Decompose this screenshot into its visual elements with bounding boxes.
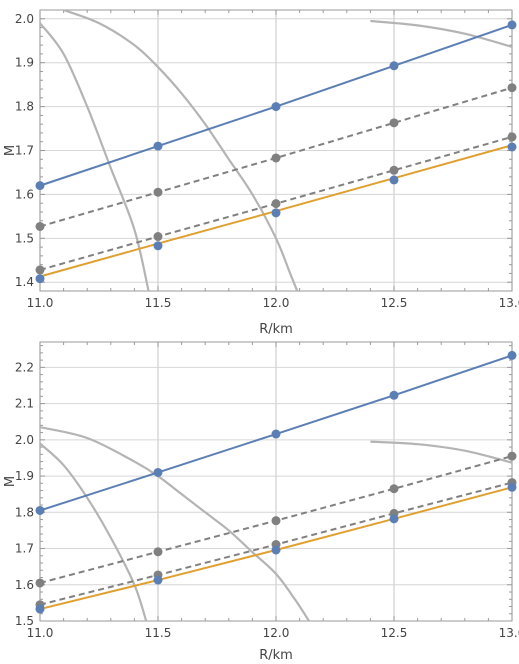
series-2-point xyxy=(35,221,45,231)
y-axis-label: M xyxy=(3,476,18,487)
constraint-curve-1 xyxy=(40,22,150,291)
series-1-point xyxy=(153,141,163,151)
series-1-point xyxy=(507,350,517,360)
series-1-point xyxy=(389,390,399,400)
series-1-point xyxy=(35,505,45,515)
constraint-curve-2 xyxy=(63,10,299,291)
series-2-point xyxy=(271,153,281,163)
x-tick-label: 12.5 xyxy=(381,626,408,640)
y-tick-label: 1.5 xyxy=(15,614,34,628)
y-tick-label: 1.7 xyxy=(15,542,34,556)
series-5-point xyxy=(35,274,45,284)
y-tick-label: 1.9 xyxy=(15,56,34,70)
series-1-point xyxy=(389,61,399,71)
y-tick-label: 2.2 xyxy=(15,360,34,374)
series-2-point xyxy=(507,83,517,93)
series-5-point xyxy=(153,575,163,585)
series-2-point xyxy=(35,578,45,588)
series-2-point xyxy=(153,187,163,197)
series-3-point xyxy=(507,132,517,142)
chart-panel-top: 11.0 11.5 12.0 12.5 13.0 1.4 1.5 1.6 1.7 1.8 1.9 2.… xyxy=(3,9,519,337)
x-tick-label: 12.0 xyxy=(263,626,290,640)
series-2-point xyxy=(389,118,399,128)
y-tick-label: 1.7 xyxy=(15,144,34,158)
y-tick-label: 1.9 xyxy=(15,469,34,483)
constraint-curve-1 xyxy=(40,442,148,621)
constraint-curves xyxy=(40,10,512,291)
y-tick-label: 1.8 xyxy=(15,505,34,519)
series-1-point xyxy=(507,20,517,30)
series-1-point xyxy=(271,429,281,439)
series-1-point xyxy=(35,181,45,191)
y-tick-label: 1.8 xyxy=(15,100,34,114)
constraint-curve-3 xyxy=(370,19,512,48)
x-tick-label: 13.0 xyxy=(499,296,519,310)
x-axis-label: R/km xyxy=(259,322,293,337)
y-tick-label: 1.6 xyxy=(15,187,34,201)
y-axis-label: M xyxy=(3,145,18,156)
series-1-point xyxy=(271,102,281,112)
x-tick-label: 11.0 xyxy=(27,296,54,310)
y-tick-label: 1.5 xyxy=(15,231,34,245)
x-tick-label: 11.0 xyxy=(27,626,54,640)
constraint-curve-3 xyxy=(370,440,512,464)
series-5-point xyxy=(507,142,517,152)
series-3-point xyxy=(153,232,163,242)
x-axis-label: R/km xyxy=(259,648,293,663)
series-5-point xyxy=(389,514,399,524)
series-5-point xyxy=(507,482,517,492)
x-tick-label: 12.0 xyxy=(263,296,290,310)
series-3-point xyxy=(271,199,281,209)
y-tick-label: 1.6 xyxy=(15,578,34,592)
chart-panel-bottom: 11.0 11.5 12.0 12.5 13.0 1.5 1.6 1.7 1.8 1.9 2.0 2.… xyxy=(3,341,519,663)
series-5-point xyxy=(153,241,163,251)
y-tick-label: 1.4 xyxy=(15,275,34,289)
constraint-curve-2 xyxy=(40,426,310,621)
series-2-point xyxy=(507,451,517,461)
series-2-point xyxy=(389,484,399,494)
constraint-curves xyxy=(40,426,512,621)
series-2-point xyxy=(153,547,163,557)
x-tick-label: 12.5 xyxy=(381,296,408,310)
x-tick-label: 11.5 xyxy=(145,626,172,640)
series-3-point xyxy=(389,165,399,175)
series-5-point xyxy=(271,208,281,218)
series-5-point xyxy=(389,175,399,185)
y-tick-label: 2.0 xyxy=(15,12,34,26)
y-tick-label: 2.1 xyxy=(15,397,34,411)
series-1-point xyxy=(153,467,163,477)
series-5-point xyxy=(271,545,281,555)
series-5-point xyxy=(35,604,45,614)
x-tick-label: 13.0 xyxy=(499,626,519,640)
y-tick-label: 2.0 xyxy=(15,433,34,447)
series-2-point xyxy=(271,516,281,526)
series-3-point xyxy=(35,265,45,275)
x-tick-label: 11.5 xyxy=(145,296,172,310)
